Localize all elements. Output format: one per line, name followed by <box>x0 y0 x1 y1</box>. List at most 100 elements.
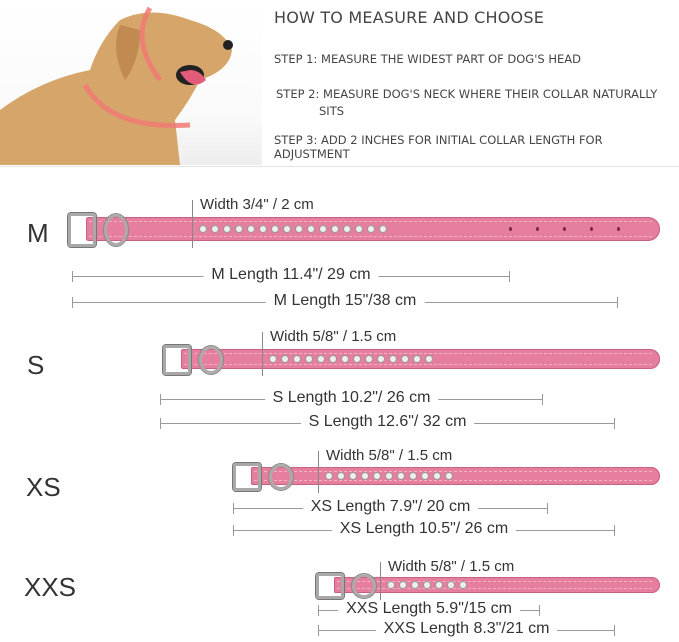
rhinestone <box>342 356 348 362</box>
rhinestone <box>354 356 360 362</box>
width-marker <box>262 332 263 376</box>
collar-hole <box>563 227 566 231</box>
rhinestone <box>260 226 266 232</box>
rhinestone <box>448 582 454 588</box>
rhinestones <box>388 582 466 588</box>
rhinestone <box>402 356 408 362</box>
rhinestone <box>270 356 276 362</box>
rhinestone <box>224 226 230 232</box>
rhinestone <box>414 356 420 362</box>
length-short-label: XS Length 7.9"/ 20 cm <box>302 498 479 516</box>
rhinestone <box>212 226 218 232</box>
step-2: STEP 2: MEASURE DOG'S NECK WHERE THEIR C… <box>276 87 658 101</box>
collar-hole <box>509 227 512 231</box>
neck-measure-arrow <box>82 83 191 128</box>
rhinestone <box>380 226 386 232</box>
width-marker <box>318 451 319 493</box>
length-long-line: XXS Length 8.3"/21 cm <box>318 620 615 638</box>
dog-measuring-photo <box>0 0 262 165</box>
rhinestone <box>200 226 206 232</box>
rhinestone <box>412 582 418 588</box>
rhinestone <box>236 226 242 232</box>
rhinestone <box>350 473 356 479</box>
rhinestones <box>200 226 386 232</box>
collar-hole <box>536 227 539 231</box>
rhinestone <box>294 356 300 362</box>
collar-hole <box>617 227 620 231</box>
length-long-line: XS Length 10.5"/ 26 cm <box>233 520 615 538</box>
width-label: Width 5/8" / 1.5 cm <box>270 328 397 345</box>
buckle-icon <box>163 345 191 375</box>
length-short-label: M Length 11.4"/ 29 cm <box>203 266 379 284</box>
rhinestone <box>332 226 338 232</box>
rhinestone <box>400 582 406 588</box>
buckle-icon <box>316 573 344 599</box>
length-short-line: XXS Length 5.9"/15 cm <box>318 600 540 618</box>
buckle-icon <box>233 463 261 491</box>
length-short-line: S Length 10.2"/ 26 cm <box>160 389 543 407</box>
guide-title: HOW TO MEASURE AND CHOOSE <box>274 8 544 27</box>
rhinestone <box>282 356 288 362</box>
rhinestone <box>362 473 368 479</box>
rhinestone <box>422 473 428 479</box>
step-2-cont: SITS <box>319 104 345 118</box>
rhinestone <box>388 582 394 588</box>
rhinestone <box>390 356 396 362</box>
rhinestone <box>424 582 430 588</box>
d-ring-icon <box>104 214 128 246</box>
size-label-s: S <box>27 350 45 380</box>
rhinestone <box>272 226 278 232</box>
rhinestone <box>410 473 416 479</box>
rhinestone <box>436 582 442 588</box>
dog-illustration <box>0 6 233 165</box>
collar-s <box>181 349 660 369</box>
collar-xxs <box>334 577 660 593</box>
width-label: Width 5/8" / 1.5 cm <box>388 558 515 575</box>
rhinestone <box>366 356 372 362</box>
rhinestone <box>326 473 332 479</box>
rhinestone <box>446 473 452 479</box>
collar-m <box>86 217 660 241</box>
divider <box>0 166 679 167</box>
rhinestone <box>338 473 344 479</box>
rhinestone <box>306 356 312 362</box>
size-label-m: M <box>27 218 49 248</box>
width-label: Width 3/4" / 2 cm <box>200 196 314 213</box>
rhinestone <box>308 226 314 232</box>
length-long-line: M Length 15"/38 cm <box>72 292 618 310</box>
rhinestone <box>460 582 466 588</box>
length-long-label: XS Length 10.5"/ 26 cm <box>331 520 517 538</box>
rhinestone <box>398 473 404 479</box>
length-short-line: XS Length 7.9"/ 20 cm <box>233 498 548 516</box>
collar-xs <box>251 467 660 485</box>
rhinestone <box>330 356 336 362</box>
step-3: STEP 3: ADD 2 INCHES FOR INITIAL COLLAR … <box>274 133 603 161</box>
length-short-label: S Length 10.2"/ 26 cm <box>264 389 439 407</box>
collar-hole <box>590 227 593 231</box>
width-label: Width 5/8" / 1.5 cm <box>326 447 453 464</box>
length-short-line: M Length 11.4"/ 29 cm <box>72 266 510 284</box>
rhinestone <box>368 226 374 232</box>
rhinestone <box>356 226 362 232</box>
rhinestone <box>248 226 254 232</box>
buckle-icon <box>68 213 96 247</box>
d-ring-icon <box>269 464 293 490</box>
rhinestones <box>326 473 452 479</box>
d-ring-icon <box>352 574 376 598</box>
length-short-label: XXS Length 5.9"/15 cm <box>338 600 520 618</box>
rhinestone <box>320 226 326 232</box>
length-long-label: S Length 12.6"/ 32 cm <box>300 413 475 431</box>
rhinestone <box>296 226 302 232</box>
width-marker <box>380 562 381 602</box>
size-label-xs: XS <box>26 472 61 502</box>
rhinestone <box>374 473 380 479</box>
head-measure-arrow <box>139 6 163 82</box>
rhinestone <box>434 473 440 479</box>
rhinestone <box>318 356 324 362</box>
d-ring-icon <box>199 346 223 374</box>
length-long-label: M Length 15"/38 cm <box>265 292 425 310</box>
rhinestone <box>378 356 384 362</box>
length-long-line: S Length 12.6"/ 32 cm <box>160 413 615 431</box>
rhinestone <box>344 226 350 232</box>
rhinestones <box>270 356 432 362</box>
